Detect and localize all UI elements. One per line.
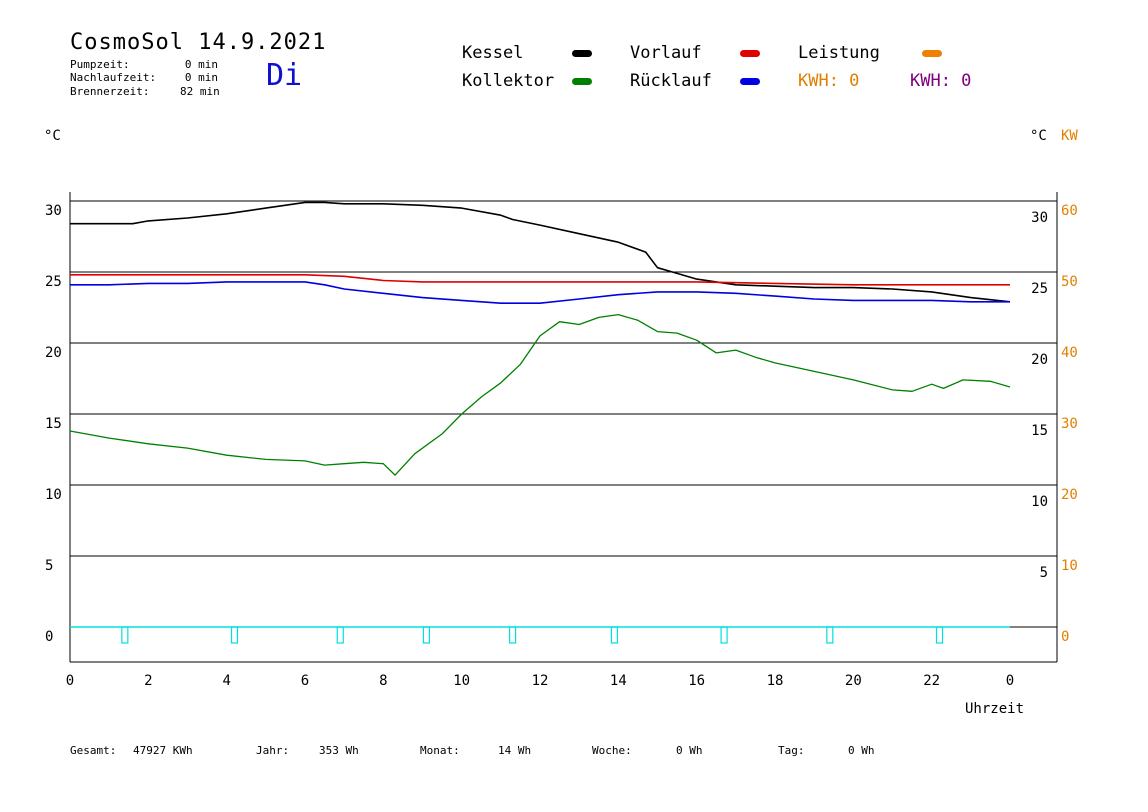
legend-vorlauf-label: Vorlauf (630, 43, 702, 63)
nachlaufzeit-label: Nachlaufzeit: (70, 71, 157, 84)
y-tick-left: 5 (45, 558, 53, 574)
brennerzeit-value: 82 min (180, 85, 220, 98)
legend-kessel-swatch (572, 50, 592, 57)
y-tick-right-kw: 20 (1061, 487, 1078, 503)
series-line-kessel (70, 201, 1011, 303)
y-tick-left: 25 (45, 274, 62, 290)
footer-tag-value: 0 Wh (848, 744, 875, 757)
legend-kollektor-label: Kollektor (462, 71, 555, 91)
y-tick-left: 20 (45, 345, 62, 361)
y-tick-right-kw: 50 (1061, 274, 1078, 290)
x-tick: 20 (845, 673, 862, 689)
right-unit-c-label: °C (1030, 128, 1047, 144)
leistung-marker (121, 626, 129, 644)
nachlaufzeit-value: 0 min (184, 71, 218, 84)
brennerzeit-row: Brennerzeit: 82 min (70, 85, 220, 98)
x-tick: 16 (688, 673, 705, 689)
leistung-marker (826, 626, 834, 644)
y-tick-left: 30 (45, 203, 62, 219)
brennerzeit-label: Brennerzeit: (70, 85, 150, 98)
x-tick: 2 (144, 673, 152, 689)
series-line-ruecklauf (70, 281, 1010, 305)
legend-kessel-label: Kessel (462, 43, 524, 63)
legend-leistung-swatch (922, 50, 942, 57)
right-unit-kw-label: KW (1061, 128, 1078, 144)
pumpzeit-row: Pumpzeit: 0 min (70, 58, 218, 71)
y-tick-right-c: 25 (1031, 281, 1048, 297)
leistung-marker (508, 626, 517, 644)
x-tick: 6 (301, 673, 309, 689)
leistung-marker (935, 626, 944, 644)
weekday-label: Di (266, 58, 303, 93)
chart-grid (69, 192, 1058, 663)
footer-woche-label: Woche: (592, 744, 632, 757)
footer-tag-label: Tag: (778, 744, 805, 757)
footer-jahr-label: Jahr: (256, 744, 290, 757)
nachlaufzeit-row: Nachlaufzeit: 0 min (70, 71, 218, 84)
legend-ruecklauf-label: Rücklauf (630, 71, 712, 91)
leistung-marker (230, 626, 239, 644)
y-tick-right-kw: 60 (1061, 203, 1078, 219)
x-tick: 0 (66, 673, 74, 689)
y-tick-left: 15 (45, 416, 62, 432)
footer-monat-value: 14 Wh (498, 744, 532, 757)
footer-jahr-value: 353 Wh (319, 744, 359, 757)
y-tick-right-kw: 40 (1061, 345, 1078, 361)
chart-title: CosmoSol 14.9.2021 (70, 30, 327, 55)
legend-kollektor-swatch (572, 78, 592, 85)
y-tick-right-c: 20 (1031, 352, 1048, 368)
y-tick-right-kw: 0 (1061, 629, 1069, 645)
x-tick: 22 (923, 673, 940, 689)
footer-gesamt-label: Gesamt: (70, 744, 117, 757)
chart-series (69, 201, 1011, 644)
left-unit-label: °C (44, 128, 61, 144)
leistung-marker (336, 626, 344, 644)
y-tick-right-c: 5 (1040, 565, 1048, 581)
y-tick-right-kw: 30 (1061, 416, 1078, 432)
leistung-marker (610, 626, 619, 644)
kwh-purple-label: KWH: 0 (910, 71, 972, 91)
legend-ruecklauf-swatch (740, 78, 760, 85)
x-tick: 0 (1006, 673, 1014, 689)
y-tick-right-c: 10 (1031, 494, 1048, 510)
leistung-marker (720, 626, 728, 644)
x-tick: 14 (610, 673, 627, 689)
x-tick: 12 (532, 673, 549, 689)
series-line-vorlauf (70, 273, 1010, 286)
kwh-orange-label: KWH: 0 (798, 71, 860, 91)
series-line-kollektor (69, 313, 1011, 476)
y-tick-left: 0 (45, 629, 53, 645)
legend-vorlauf-swatch (740, 50, 760, 57)
x-tick: 10 (453, 673, 470, 689)
pumpzeit-label: Pumpzeit: (70, 58, 130, 71)
x-axis-label: Uhrzeit (965, 701, 1025, 717)
y-tick-left: 10 (45, 487, 62, 503)
y-tick-right-c: 30 (1031, 210, 1048, 226)
leistung-marker (422, 626, 431, 644)
footer-gesamt-value: 47927 KWh (133, 744, 193, 757)
x-tick: 8 (379, 673, 387, 689)
y-tick-right-c: 15 (1031, 423, 1048, 439)
footer-woche-value: 0 Wh (676, 744, 703, 757)
x-tick: 18 (767, 673, 784, 689)
footer-monat-label: Monat: (420, 744, 460, 757)
legend-leistung-label: Leistung (798, 43, 880, 63)
y-tick-right-kw: 10 (1061, 558, 1078, 574)
x-tick: 4 (222, 673, 230, 689)
pumpzeit-value: 0 min (184, 58, 218, 71)
